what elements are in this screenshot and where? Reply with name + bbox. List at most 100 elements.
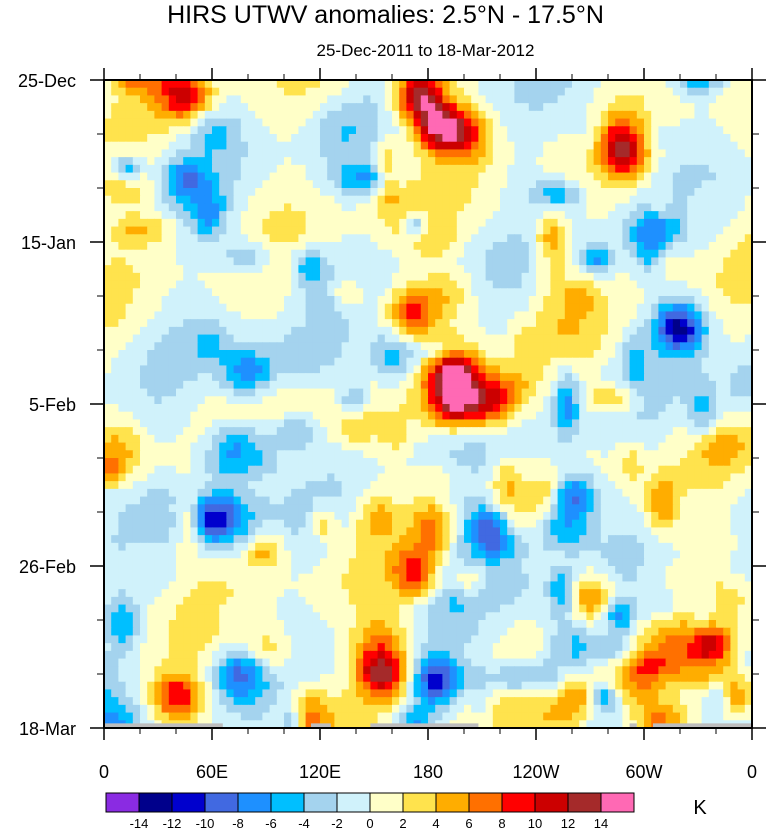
heatmap-cell — [507, 496, 515, 505]
heatmap-cell — [485, 103, 494, 112]
heatmap-cell — [449, 242, 458, 251]
heatmap-cell — [593, 157, 602, 166]
heatmap-cell — [608, 296, 616, 305]
heatmap-cell — [651, 211, 659, 220]
heatmap-cell — [147, 272, 155, 282]
heatmap-cell — [471, 188, 479, 197]
heatmap-cell — [197, 103, 206, 112]
heatmap-cell — [176, 481, 184, 490]
heatmap-cell — [212, 80, 220, 89]
heatmap-cell — [564, 211, 573, 220]
heatmap-cell — [716, 203, 724, 212]
heatmap-cell — [579, 319, 587, 328]
heatmap-cell — [291, 280, 299, 289]
heatmap-cell — [608, 319, 616, 328]
heatmap-cell — [284, 211, 292, 220]
heatmap-cell — [204, 149, 213, 158]
heatmap-cell — [190, 257, 199, 266]
heatmap-cell — [442, 234, 451, 243]
heatmap-cell — [269, 404, 278, 413]
heatmap-cell — [154, 465, 163, 475]
heatmap-cell — [248, 380, 256, 390]
heatmap-cell — [629, 257, 638, 266]
heatmap-cell — [104, 350, 112, 359]
heatmap-cell — [586, 458, 595, 467]
heatmap-cell — [543, 380, 551, 390]
heatmap-cell — [708, 303, 717, 313]
heatmap-cell — [363, 296, 371, 305]
heatmap-cell — [363, 226, 371, 235]
heatmap-cell — [636, 303, 645, 313]
heatmap-cell — [672, 311, 681, 320]
heatmap-cell — [291, 373, 299, 382]
heatmap-cell — [226, 303, 235, 313]
heatmap-cell — [586, 296, 595, 305]
heatmap-cell — [276, 211, 285, 220]
heatmap-cell — [212, 172, 220, 181]
heatmap-cell — [226, 149, 235, 158]
heatmap-cell — [629, 311, 638, 320]
heatmap-cell — [197, 234, 206, 243]
heatmap-cell — [276, 157, 285, 166]
heatmap-cell — [521, 303, 530, 313]
heatmap-cell — [500, 234, 508, 243]
heatmap-cell — [392, 141, 400, 151]
heatmap-cell — [514, 388, 523, 397]
heatmap-cell — [665, 303, 674, 313]
heatmap-cell — [240, 404, 249, 413]
heatmap-cell — [593, 242, 602, 251]
heatmap-cell — [406, 118, 415, 127]
heatmap-cell — [608, 110, 616, 120]
heatmap-cell — [672, 118, 681, 127]
heatmap-cell — [190, 311, 199, 320]
heatmap-cell — [550, 411, 559, 421]
heatmap-cell — [370, 411, 379, 421]
heatmap-cell — [708, 172, 717, 181]
heatmap-cell — [334, 172, 343, 181]
heatmap-cell — [284, 134, 292, 143]
heatmap-cell — [593, 126, 602, 135]
heatmap-cell — [183, 419, 191, 428]
heatmap-cell — [312, 288, 321, 297]
heatmap-cell — [680, 180, 688, 189]
heatmap-cell — [356, 80, 364, 89]
heatmap-cell — [442, 242, 451, 251]
heatmap-cell — [608, 442, 616, 451]
heatmap-cell — [384, 450, 393, 459]
heatmap-cell — [536, 188, 544, 197]
heatmap-cell — [428, 234, 436, 243]
heatmap-cell — [528, 118, 537, 127]
heatmap-cell — [694, 388, 703, 397]
heatmap-cell — [471, 203, 479, 212]
heatmap-cell — [248, 442, 256, 451]
heatmap-cell — [190, 442, 199, 451]
heatmap-cell — [392, 434, 400, 444]
heatmap-cell — [564, 134, 573, 143]
heatmap-cell — [701, 396, 710, 405]
heatmap-cell — [327, 419, 335, 428]
heatmap-cell — [492, 427, 501, 436]
heatmap-cell — [384, 288, 393, 297]
heatmap-cell — [161, 411, 170, 421]
heatmap-cell — [456, 257, 465, 266]
heatmap-cell — [435, 326, 443, 336]
heatmap-cell — [622, 157, 631, 166]
heatmap-cell — [622, 203, 631, 212]
heatmap-cell — [111, 319, 119, 328]
heatmap-cell — [312, 218, 321, 228]
heatmap-cell — [327, 488, 335, 498]
heatmap-cell — [550, 465, 559, 475]
heatmap-cell — [312, 350, 321, 359]
heatmap-cell — [111, 103, 119, 112]
heatmap-cell — [507, 110, 515, 120]
heatmap-cell — [147, 404, 155, 413]
heatmap-cell — [723, 272, 731, 282]
heatmap-cell — [183, 488, 191, 498]
heatmap-cell — [240, 288, 249, 297]
heatmap-cell — [672, 473, 681, 482]
heatmap-cell — [132, 265, 141, 274]
heatmap-cell — [111, 134, 119, 143]
heatmap-cell — [608, 334, 616, 343]
heatmap-cell — [680, 172, 688, 181]
heatmap-cell — [593, 319, 602, 328]
